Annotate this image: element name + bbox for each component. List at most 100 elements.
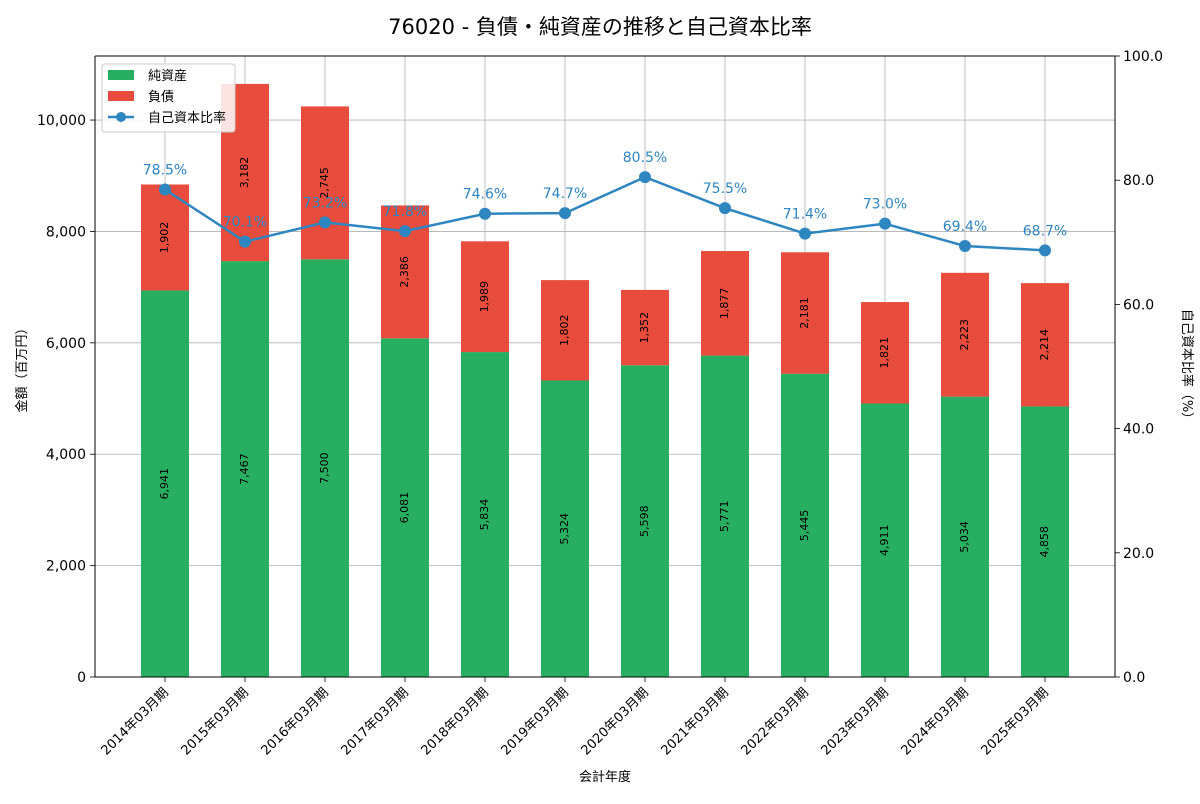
y-tick-label: 2,000	[46, 559, 86, 575]
bar-label-net-assets: 5,834	[478, 499, 491, 531]
ratio-label: 68.7%	[1023, 223, 1067, 239]
ratio-point	[879, 217, 891, 230]
bar-label-net-assets: 5,034	[958, 521, 971, 553]
bar-net-assets	[621, 365, 669, 677]
bar-label-liabilities: 2,386	[398, 256, 411, 288]
bar-label-liabilities: 3,182	[238, 157, 251, 189]
y-tick-label: 0	[77, 670, 86, 686]
legend-label-liabilities: 負債	[148, 90, 174, 105]
bar-net-assets	[541, 380, 589, 677]
y2-tick-label: 40.0	[1123, 422, 1154, 438]
bar-label-net-assets: 5,771	[718, 501, 731, 533]
bar-net-assets	[781, 373, 829, 677]
bar-label-liabilities: 1,802	[558, 315, 571, 347]
ratio-line-group: 78.5% 70.1% 73.2% 71.8% 74.6% 74.7% 80.5% 75.5%…	[143, 150, 1067, 257]
y-tick-label: 6,000	[46, 336, 86, 352]
y-tick-label: 10,000	[37, 113, 86, 129]
ratio-line	[164, 175, 1046, 252]
bar-net-assets	[301, 259, 349, 677]
legend-label-net-assets: 純資産	[148, 68, 187, 84]
bar-label-net-assets: 7,467	[238, 453, 251, 485]
ratio-label: 71.8%	[383, 204, 427, 220]
ratio-label: 74.6%	[463, 187, 507, 203]
bars-group	[141, 83, 1069, 677]
y2-tick-label: 20.0	[1123, 546, 1154, 562]
ratio-point	[159, 183, 171, 196]
ratio-label: 74.7%	[543, 186, 587, 202]
bar-label-net-assets: 7,500	[318, 452, 331, 484]
x-tick-label: 2022年03月期	[739, 685, 812, 758]
bar-label-liabilities: 2,745	[318, 167, 331, 199]
ratio-point	[319, 216, 331, 229]
bar-liabilities	[701, 251, 749, 356]
y-axis-label: 金額（百万円）	[14, 321, 30, 412]
bar-liabilities	[861, 302, 909, 404]
x-tick-label: 2019年03月期	[499, 685, 572, 758]
x-axis-label: 会計年度	[579, 769, 631, 785]
x-tick-label: 2014年03月期	[99, 685, 172, 758]
ratio-point	[559, 207, 571, 220]
y-tick-label: 4,000	[46, 447, 86, 463]
ratio-label: 73.0%	[863, 197, 907, 213]
x-tick-label: 2021年03月期	[659, 685, 732, 758]
x-tick-label: 2016年03月期	[259, 685, 332, 758]
ratio-point	[719, 202, 731, 215]
x-tick-label: 2023年03月期	[819, 685, 892, 758]
ratio-point	[399, 225, 411, 238]
ratio-label: 80.5%	[623, 150, 667, 166]
ratio-label: 75.5%	[703, 181, 747, 197]
bar-label-liabilities: 2,181	[798, 297, 811, 329]
bar-liabilities	[541, 280, 589, 381]
bar-label-liabilities: 1,902	[158, 222, 171, 254]
bar-labels-group: 6,941 1,902 7,467 3,182 7,500 2,745 6,081 2,386…	[158, 157, 1051, 558]
bar-label-liabilities: 1,989	[478, 281, 491, 313]
ratio-point	[799, 227, 811, 240]
ratio-point	[239, 235, 251, 248]
x-tick-label: 2025年03月期	[979, 685, 1052, 758]
bar-net-assets	[861, 403, 909, 677]
bar-liabilities	[781, 252, 829, 374]
x-tick-label: 2020年03月期	[579, 685, 652, 758]
bar-label-net-assets: 5,598	[638, 505, 651, 537]
y2-axis-label: 自己資本比率（%）	[1179, 309, 1195, 425]
bar-label-net-assets: 6,941	[158, 468, 171, 500]
bar-liabilities	[1021, 283, 1069, 407]
ratio-point	[1039, 244, 1051, 257]
bar-net-assets	[701, 355, 749, 677]
x-tick-label: 2018年03月期	[419, 685, 492, 758]
y2-tick-label: 100.0	[1123, 49, 1163, 65]
bar-net-assets	[1021, 406, 1069, 677]
legend-label-equity-ratio: 自己資本比率	[148, 110, 226, 126]
legend-swatch-liabilities	[108, 91, 134, 101]
bar-liabilities	[141, 184, 189, 291]
y2-tick-label: 0.0	[1123, 670, 1145, 686]
y2-tick-label: 80.0	[1123, 173, 1154, 189]
bar-label-liabilities: 1,352	[638, 312, 651, 344]
bar-liabilities	[301, 106, 349, 260]
bar-net-assets	[381, 338, 429, 677]
ratio-label: 69.4%	[943, 219, 987, 235]
bar-label-net-assets: 5,445	[798, 510, 811, 542]
bar-label-liabilities: 2,214	[1038, 329, 1051, 361]
bar-liabilities	[621, 289, 669, 366]
ratio-point	[479, 207, 491, 220]
y-tick-label: 8,000	[46, 224, 86, 240]
ratio-label: 70.1%	[223, 215, 267, 231]
bar-net-assets	[141, 290, 189, 677]
ratio-label: 73.2%	[303, 195, 347, 211]
bar-label-net-assets: 5,324	[558, 513, 571, 545]
x-tick-label: 2024年03月期	[899, 685, 972, 758]
y2-tick-label: 60.0	[1123, 297, 1154, 313]
bar-label-net-assets: 6,081	[398, 492, 411, 524]
bar-net-assets	[221, 261, 269, 677]
bar-net-assets	[461, 352, 509, 677]
bar-label-net-assets: 4,858	[1038, 526, 1051, 558]
bar-liabilities	[461, 241, 509, 353]
bar-label-liabilities: 2,223	[958, 319, 971, 351]
axes-group: 0 2,000 4,000 6,000 8,000 10,000 0.0 20.0 40.0 60…	[37, 49, 1163, 759]
legend-swatch-net-assets	[108, 70, 134, 80]
legend-marker-equity-ratio	[116, 112, 126, 122]
bar-net-assets	[941, 396, 989, 677]
